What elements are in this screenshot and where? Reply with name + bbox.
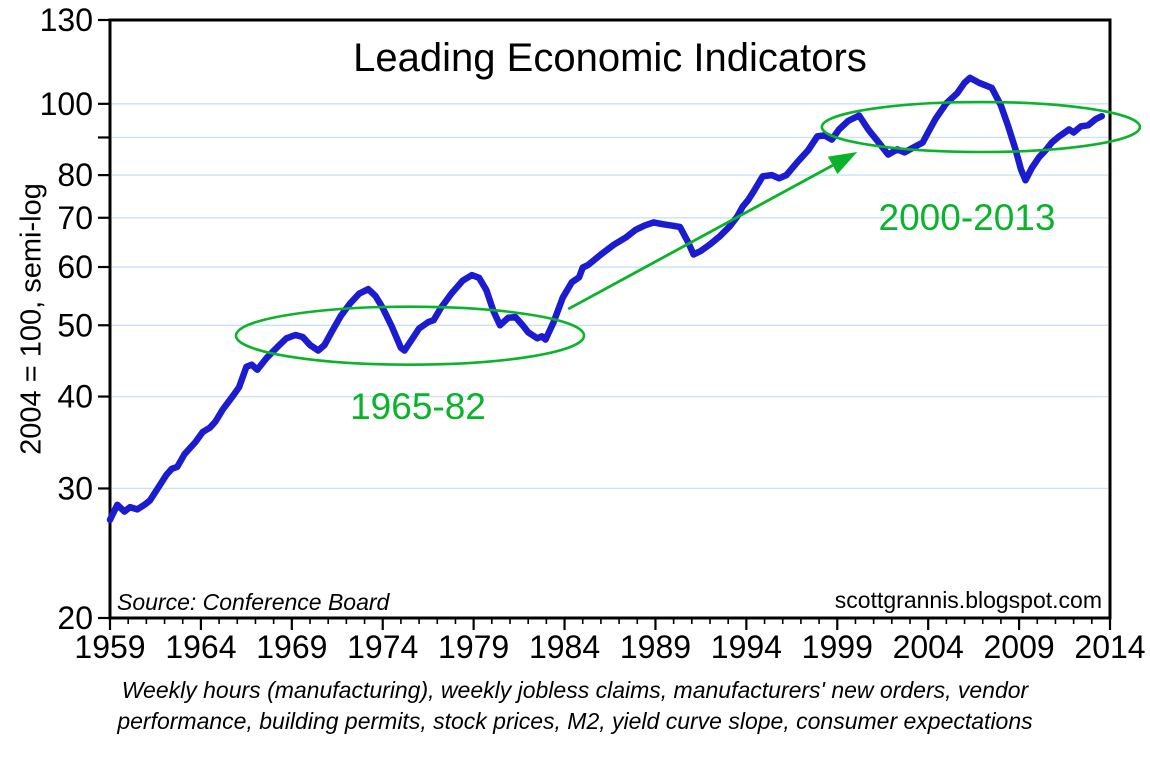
annotation-label-1965-82: 1965-82 <box>350 386 486 427</box>
source-note: Source: Conference Board <box>117 589 390 615</box>
x-tick-label: 1974 <box>347 629 418 665</box>
plot-frame <box>108 18 1112 620</box>
caption-line-1: Weekly hours (manufacturing), weekly job… <box>121 677 1029 703</box>
y-tick-label: 70 <box>57 200 93 236</box>
x-tick-label: 1964 <box>165 629 236 665</box>
trend-arrowhead <box>827 152 858 175</box>
watermark-url: scottgrannis.blogspot.com <box>834 587 1102 613</box>
ellipse-annotation <box>820 100 1142 154</box>
x-tick-label: 1984 <box>529 629 600 665</box>
y-tick-label: 100 <box>40 86 93 122</box>
x-tick-label: 1989 <box>620 629 691 665</box>
annotation-label-2000-2013: 2000-2013 <box>878 197 1056 238</box>
x-tick-label: 1999 <box>802 629 873 665</box>
x-tick-label: 2014 <box>1074 629 1145 665</box>
y-axis-title: 2004 = 100, semi-log <box>15 183 48 455</box>
x-tick-label: 1959 <box>74 629 145 665</box>
x-tick-label: 2009 <box>983 629 1054 665</box>
y-tick-label: 50 <box>57 307 93 343</box>
trend-arrow-shaft <box>567 164 834 311</box>
x-tick-label: 1979 <box>438 629 509 665</box>
y-tick-label: 20 <box>57 600 93 636</box>
y-tick-label: 40 <box>57 379 93 415</box>
x-tick-label: 1994 <box>711 629 782 665</box>
y-tick-label: 80 <box>57 157 93 193</box>
series-line <box>106 74 1106 524</box>
figure-caption: Weekly hours (manufacturing), weekly job… <box>60 675 1090 737</box>
y-tick-label: 60 <box>57 249 93 285</box>
y-tick-label: 130 <box>40 2 93 38</box>
y-tick-label: 30 <box>57 470 93 506</box>
ellipse-annotation <box>234 305 586 366</box>
chart-title: Leading Economic Indicators <box>353 36 867 80</box>
caption-line-2: performance, building permits, stock pri… <box>117 708 1033 734</box>
x-tick-label: 1969 <box>256 629 327 665</box>
x-tick-label: 2004 <box>893 629 964 665</box>
